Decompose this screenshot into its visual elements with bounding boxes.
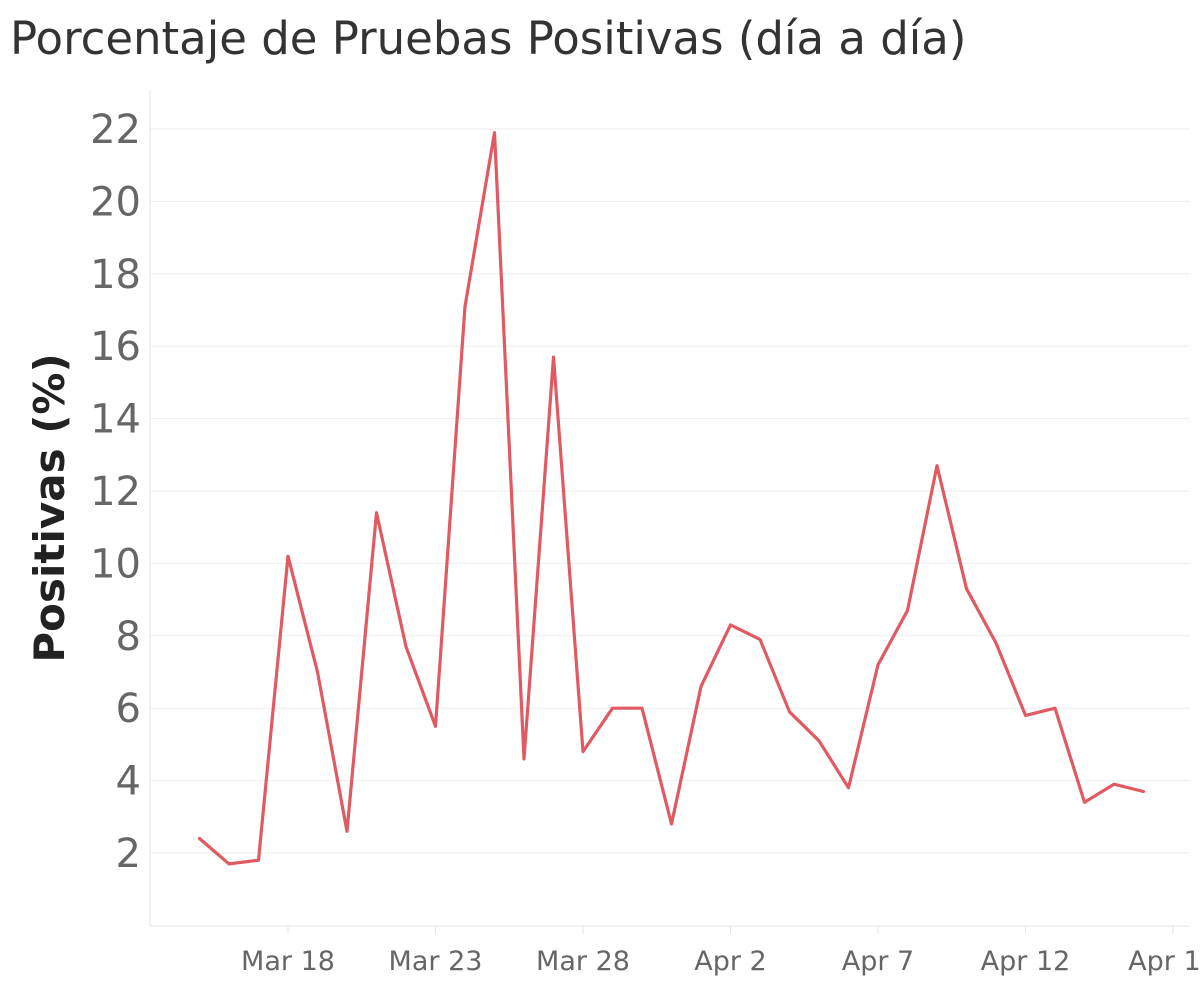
x-tick-label: Mar 28 <box>536 946 630 977</box>
y-axis-ticks: 2 4 6 8 10 12 14 16 18 20 22 <box>90 107 141 877</box>
y-tick-label: 2 <box>116 831 141 877</box>
x-axis-ticks: Mar 18 Mar 23 Mar 28 Apr 2 Apr 7 Apr 12 Apr 17 <box>241 926 1200 977</box>
chart-title: Porcentaje de Pruebas Positivas (día a d… <box>10 12 967 65</box>
y-tick-label: 20 <box>90 179 141 225</box>
x-tick-label: Apr 12 <box>981 946 1071 977</box>
y-tick-label: 14 <box>90 397 141 443</box>
y-tick-label: 10 <box>90 541 141 587</box>
y-tick-label: 18 <box>90 252 141 298</box>
y-tick-label: 8 <box>116 614 141 660</box>
x-tick-label: Apr 7 <box>842 946 914 977</box>
series-layer <box>197 131 1146 866</box>
gridlines <box>150 128 1190 854</box>
y-axis-label: Positivas (%) <box>25 353 74 662</box>
x-tick-label: Mar 18 <box>241 946 335 977</box>
series-line <box>197 131 1146 866</box>
y-tick-label: 4 <box>116 759 141 805</box>
x-tick-label: Mar 23 <box>389 946 483 977</box>
y-tick-label: 12 <box>90 469 141 515</box>
y-tick-label: 22 <box>90 107 141 153</box>
y-tick-label: 6 <box>116 686 141 732</box>
y-tick-label: 16 <box>90 324 141 370</box>
x-tick-label: Apr 17 <box>1128 946 1200 977</box>
x-tick-label: Apr 2 <box>694 946 766 977</box>
